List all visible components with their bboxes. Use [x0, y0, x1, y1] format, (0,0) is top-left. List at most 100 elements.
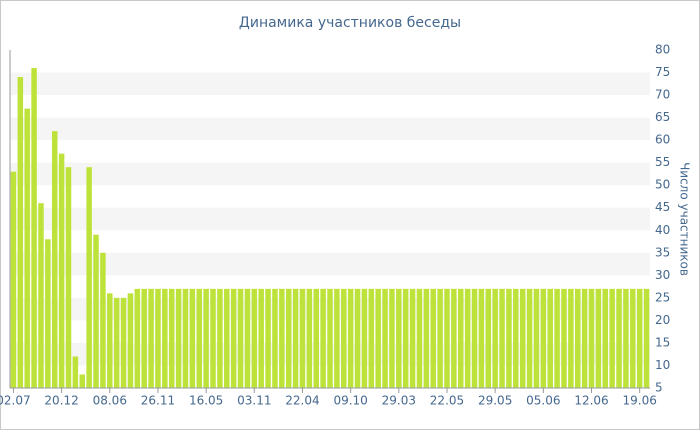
bar [258, 288, 264, 388]
bar [609, 288, 615, 388]
bar [189, 288, 196, 388]
bar [224, 288, 230, 388]
bar [547, 288, 553, 388]
bar [554, 288, 560, 388]
bar [251, 288, 258, 388]
bar [396, 288, 402, 388]
bar [58, 153, 65, 388]
y-tick-label: 80 [655, 43, 670, 57]
bar [127, 293, 134, 388]
grid-band [10, 72, 650, 96]
x-tick-label: 03.11 [237, 394, 271, 408]
bar [217, 288, 223, 388]
y-tick-label: 45 [655, 200, 670, 214]
bar [230, 288, 237, 388]
y-tick-label: 15 [655, 335, 670, 349]
y-tick-label: 60 [655, 133, 670, 147]
bar [168, 288, 175, 388]
bar [107, 293, 113, 388]
bar [155, 288, 161, 388]
bar [561, 288, 567, 388]
bar [10, 171, 17, 388]
bar [203, 288, 209, 388]
bar [51, 131, 58, 388]
x-tick-label: 05.06 [526, 394, 560, 408]
bar [574, 288, 581, 388]
y-tick-label: 20 [655, 313, 670, 327]
bar [334, 288, 340, 388]
bar [630, 288, 636, 388]
y-tick-label: 75 [655, 65, 670, 79]
x-tick-label: 29.05 [478, 394, 512, 408]
bar [210, 288, 216, 388]
bar [65, 167, 72, 388]
x-tick-label: 19.06 [622, 394, 656, 408]
bar [423, 288, 430, 388]
bar [134, 288, 141, 388]
bar [616, 288, 622, 388]
y-tick-label: 70 [655, 88, 670, 102]
bar [306, 288, 313, 388]
bar [402, 288, 409, 388]
bar [175, 288, 182, 388]
grid-band [10, 207, 650, 231]
bar [182, 288, 189, 388]
x-tick-label: 09.10 [333, 394, 367, 408]
bar [430, 288, 436, 388]
bar [299, 288, 306, 388]
bar [506, 288, 512, 388]
bar [444, 288, 450, 388]
bar [327, 288, 333, 388]
bar [320, 288, 326, 388]
bar [636, 288, 643, 388]
bar [196, 288, 202, 388]
y-tick-label: 55 [655, 155, 670, 169]
bar [368, 288, 375, 388]
bar [471, 288, 478, 388]
bar [568, 288, 574, 388]
bar [485, 288, 492, 388]
grid-band [10, 162, 650, 186]
x-tick-label: 22.05 [430, 394, 464, 408]
bar [595, 288, 602, 388]
bar [513, 288, 519, 388]
chart-title: Динамика участников беседы [239, 15, 461, 31]
bar [499, 288, 505, 388]
bar [141, 288, 147, 388]
bar [24, 108, 30, 388]
bar [86, 167, 92, 388]
bar [464, 288, 471, 388]
y-tick-label: 10 [655, 358, 670, 372]
y-tick-label: 40 [655, 223, 670, 237]
grid-band [10, 252, 650, 276]
grid-band [10, 117, 650, 141]
bar [45, 239, 51, 388]
y-tick-label: 50 [655, 178, 670, 192]
x-tick-label: 08.06 [93, 394, 127, 408]
x-tick-label: 12.06 [574, 394, 608, 408]
bar [100, 252, 106, 388]
bar [540, 288, 547, 388]
y-tick-label: 5 [655, 381, 663, 395]
bar [265, 288, 271, 388]
x-tick-label: 26.11 [141, 394, 175, 408]
bar [382, 288, 388, 388]
bar [341, 288, 347, 388]
bar [285, 288, 292, 388]
bar [389, 288, 395, 388]
x-tick-label: 29.03 [382, 394, 416, 408]
bar [409, 288, 416, 388]
bar [588, 288, 595, 388]
bar [602, 288, 609, 388]
y-tick-label: 25 [655, 290, 670, 304]
bar [38, 203, 44, 388]
x-tick-label: 02.07 [0, 394, 31, 408]
bar [79, 374, 86, 388]
bar [148, 288, 154, 388]
bar [416, 288, 423, 388]
bar [361, 288, 368, 388]
bar [347, 288, 354, 388]
bar [279, 288, 285, 388]
bar [533, 288, 540, 388]
